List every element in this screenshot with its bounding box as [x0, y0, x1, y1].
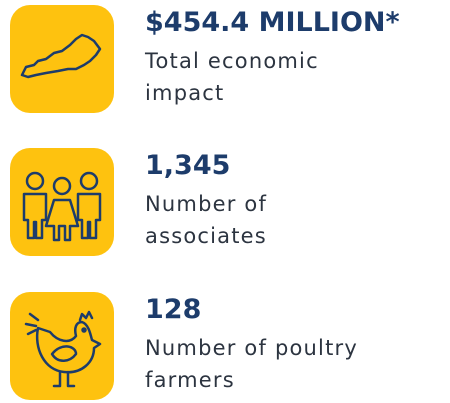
kentucky-outline: [20, 33, 102, 79]
chicken-icon: [10, 292, 114, 400]
people-icon: [10, 148, 114, 256]
people-outline: [22, 171, 102, 242]
stat-value: 1,345: [145, 150, 231, 181]
stat-label: Total economic impact: [145, 49, 319, 105]
chicken-outline: [24, 310, 102, 388]
stat-label: Number of associates: [145, 192, 268, 248]
stat-label: Number of poultry farmers: [145, 336, 358, 392]
stat-value: $454.4 MILLION*: [145, 7, 400, 38]
stat-value: 128: [145, 294, 202, 325]
kentucky-icon: [10, 5, 114, 113]
